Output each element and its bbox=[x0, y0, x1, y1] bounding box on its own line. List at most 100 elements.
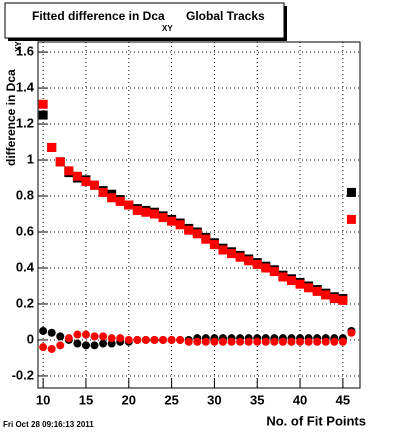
x-axis-label: No. of Fit Points bbox=[266, 413, 366, 428]
y-tick-label: 1 bbox=[27, 151, 34, 166]
square-marker bbox=[158, 213, 168, 223]
x-tick-label: 45 bbox=[336, 392, 350, 407]
circle-marker bbox=[90, 341, 99, 350]
square-marker bbox=[149, 209, 159, 219]
square-marker bbox=[175, 220, 185, 230]
square-marker bbox=[124, 200, 134, 210]
square-marker bbox=[244, 256, 254, 266]
square-marker bbox=[47, 142, 57, 152]
circle-marker bbox=[150, 335, 159, 344]
x-tick-label: 10 bbox=[36, 392, 50, 407]
circle-marker bbox=[116, 334, 125, 343]
circle-marker bbox=[133, 335, 142, 344]
square-marker bbox=[90, 180, 100, 190]
square-marker bbox=[209, 240, 219, 250]
circle-marker bbox=[81, 341, 90, 350]
x-tick-label: 15 bbox=[79, 392, 93, 407]
circle-marker bbox=[321, 337, 330, 346]
square-marker bbox=[55, 157, 65, 167]
circle-marker bbox=[278, 337, 287, 346]
circle-marker bbox=[39, 326, 48, 335]
chart-title: Fitted difference in Dca bbox=[32, 9, 165, 23]
square-marker bbox=[329, 294, 339, 304]
circle-marker bbox=[338, 337, 347, 346]
circle-marker bbox=[90, 332, 99, 341]
circle-marker bbox=[210, 337, 219, 346]
square-marker bbox=[278, 272, 288, 282]
y-tick-label: 1.2 bbox=[16, 115, 34, 130]
circle-marker bbox=[56, 332, 65, 341]
circle-marker bbox=[39, 343, 48, 352]
title-box bbox=[4, 2, 285, 39]
circle-marker bbox=[167, 335, 176, 344]
y-tick-label: 1.6 bbox=[16, 44, 34, 59]
circle-marker bbox=[287, 337, 296, 346]
circle-marker bbox=[56, 341, 65, 350]
square-marker bbox=[312, 286, 322, 296]
square-marker bbox=[132, 205, 142, 215]
circle-marker bbox=[73, 339, 82, 348]
timestamp: Fri Oct 28 09:16:13 2011 bbox=[3, 420, 94, 429]
square-marker bbox=[184, 225, 194, 235]
x-tick-label: 30 bbox=[207, 392, 221, 407]
circle-marker bbox=[176, 335, 185, 344]
title-end: Global Tracks bbox=[186, 9, 265, 23]
circle-marker bbox=[201, 337, 210, 346]
x-tick-label: 35 bbox=[250, 392, 264, 407]
x-tick-label: 20 bbox=[122, 392, 136, 407]
circle-marker bbox=[141, 335, 150, 344]
circle-marker bbox=[304, 337, 313, 346]
circle-marker bbox=[47, 328, 56, 337]
circle-marker bbox=[73, 330, 82, 339]
circle-marker bbox=[107, 334, 116, 343]
circle-marker bbox=[296, 337, 305, 346]
y-tick-label: 0.2 bbox=[16, 295, 34, 310]
square-marker bbox=[38, 110, 48, 120]
y-tick-label: -0.2 bbox=[12, 367, 34, 382]
square-marker bbox=[269, 267, 279, 277]
circle-marker bbox=[47, 344, 56, 353]
y-tick-label: 0.4 bbox=[16, 259, 35, 274]
y-tick-label: 0.6 bbox=[16, 223, 34, 238]
square-marker bbox=[64, 166, 74, 176]
y-axis-label-subscript: XY bbox=[14, 41, 23, 52]
circle-marker bbox=[227, 337, 236, 346]
plot-frame bbox=[37, 41, 361, 389]
square-marker bbox=[218, 245, 228, 255]
y-tick-label: 0.8 bbox=[16, 187, 34, 202]
circle-marker bbox=[99, 339, 108, 348]
square-marker bbox=[201, 234, 211, 244]
square-marker bbox=[304, 283, 314, 293]
square-marker bbox=[295, 279, 305, 289]
y-axis-label: difference in Dca bbox=[4, 69, 18, 166]
square-marker bbox=[192, 229, 202, 239]
square-marker bbox=[286, 276, 296, 286]
y-tick-label: 0 bbox=[27, 331, 34, 346]
square-marker bbox=[235, 252, 245, 262]
square-marker bbox=[261, 263, 271, 273]
circle-marker bbox=[236, 337, 245, 346]
circle-marker bbox=[347, 328, 356, 337]
square-marker bbox=[321, 290, 331, 300]
square-marker bbox=[346, 187, 356, 197]
circle-marker bbox=[270, 337, 279, 346]
circle-marker bbox=[124, 335, 133, 344]
circle-marker bbox=[218, 337, 227, 346]
circle-marker bbox=[244, 337, 253, 346]
square-marker bbox=[338, 295, 348, 305]
circle-marker bbox=[99, 332, 108, 341]
square-marker bbox=[38, 99, 48, 109]
square-marker bbox=[167, 216, 177, 226]
square-marker bbox=[115, 196, 125, 206]
circle-marker bbox=[81, 330, 90, 339]
x-tick-label: 40 bbox=[293, 392, 307, 407]
circle-marker bbox=[253, 337, 262, 346]
square-marker bbox=[227, 249, 237, 259]
y-tick-label: 1.4 bbox=[16, 79, 35, 94]
circle-marker bbox=[64, 334, 73, 343]
square-marker bbox=[252, 259, 262, 269]
circle-marker bbox=[159, 335, 168, 344]
title-subscript: XY bbox=[162, 24, 173, 33]
circle-marker bbox=[193, 337, 202, 346]
